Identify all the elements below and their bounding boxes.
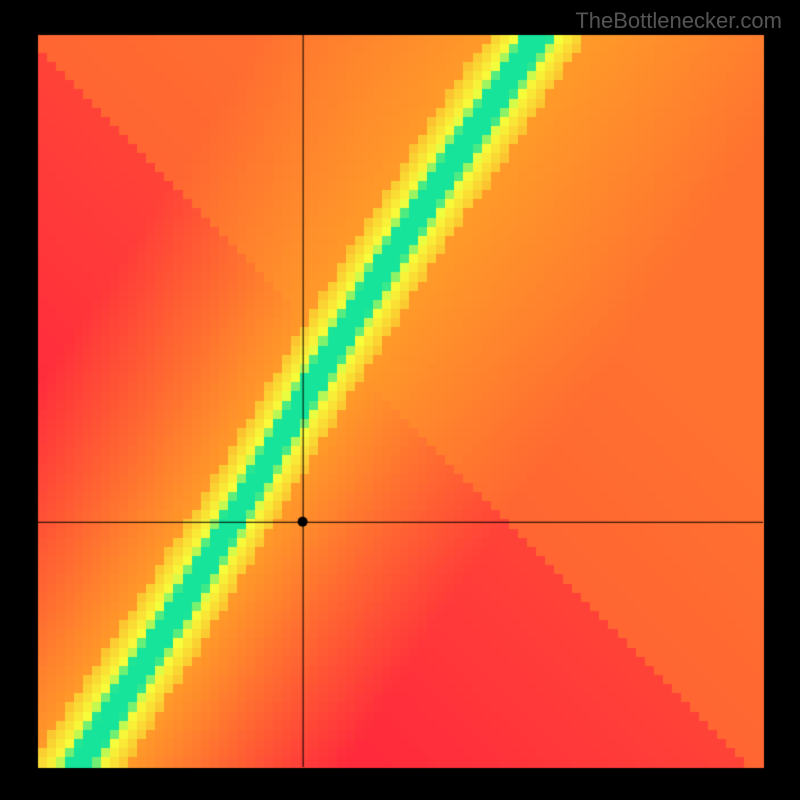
watermark-text: TheBottlenecker.com xyxy=(575,8,782,34)
bottleneck-heatmap xyxy=(0,0,800,800)
chart-container: TheBottlenecker.com xyxy=(0,0,800,800)
